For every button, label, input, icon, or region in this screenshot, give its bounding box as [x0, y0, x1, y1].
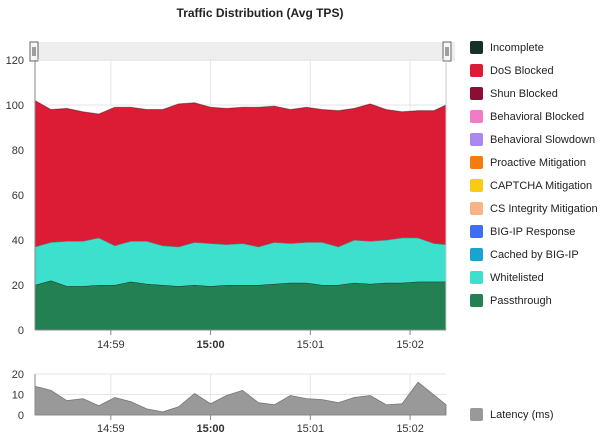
legend-label-passthrough: Passthrough [490, 294, 552, 307]
legend-swatch-dos-blocked [470, 64, 483, 77]
latency-x-tick-label: 15:02 [396, 423, 424, 435]
legend-item-shun-blocked[interactable]: Shun Blocked [470, 82, 598, 105]
latency-axes: 0 10 20 14:59 15:00 15:01 15:02 [12, 369, 446, 435]
range-navigator[interactable] [30, 42, 455, 61]
latency-x-tick-label: 15:00 [197, 423, 225, 435]
area-series-dos-blocked [35, 100, 446, 247]
main-y-tick-label: 0 [18, 325, 24, 337]
legend-item-behavioral-blocked[interactable]: Behavioral Blocked [470, 105, 598, 128]
legend-label-cached-by-big-ip: Cached by BIG-IP [490, 248, 579, 261]
legend-item-proactive-mitigation[interactable]: Proactive Mitigation [470, 151, 598, 174]
legend-item-dos-blocked[interactable]: DoS Blocked [470, 59, 598, 82]
legend-swatch-big-ip-response [470, 225, 483, 238]
chart-title: Traffic Distribution (Avg TPS) [176, 6, 344, 20]
legend-label-behavioral-blocked: Behavioral Blocked [490, 110, 585, 123]
latency-x-tick-label: 15:01 [297, 423, 325, 435]
main-x-tick-label: 15:02 [396, 339, 424, 351]
legend-swatch-behavioral-slowdown [470, 133, 483, 146]
legend-item-latency[interactable]: Latency (ms) [470, 403, 554, 426]
legend-label-captcha-mitigation: CAPTCHA Mitigation [490, 179, 593, 192]
latency-y-tick-label: 0 [18, 410, 24, 422]
legend-swatch-latency [470, 408, 483, 421]
main-y-tick-label: 100 [6, 100, 24, 112]
latency-y-tick-label: 10 [12, 390, 24, 402]
legend-label-shun-blocked: Shun Blocked [490, 87, 558, 100]
legend-swatch-whitelisted [470, 271, 483, 284]
main-y-tick-label: 80 [12, 145, 24, 157]
legend-swatch-proactive-mitigation [470, 156, 483, 169]
legend-label-big-ip-response: BIG-IP Response [490, 225, 576, 238]
main-axes: 0 20 40 60 80 100 120 14:59 15:00 15:01 15:02 [6, 55, 447, 351]
legend-item-incomplete[interactable]: Incomplete [470, 36, 598, 59]
legend-item-big-ip-response[interactable]: BIG-IP Response [470, 220, 598, 243]
area-series-passthrough [35, 280, 446, 330]
legend: Incomplete DoS Blocked Shun Blocked Behavio… [470, 36, 598, 312]
legend-item-behavioral-slowdown[interactable]: Behavioral Slowdown [470, 128, 598, 151]
area-series-latency-ms [34, 381, 447, 416]
latency-area-series [34, 381, 447, 416]
main-y-tick-label: 20 [12, 280, 24, 292]
legend-swatch-cs-integrity-mitigation [470, 202, 483, 215]
legend-label-whitelisted: Whitelisted [490, 271, 544, 284]
main-x-tick-label: 15:01 [297, 339, 325, 351]
latency-y-tick-label: 20 [12, 369, 24, 381]
area-series-whitelisted [35, 237, 446, 287]
legend-label-dos-blocked: DoS Blocked [490, 64, 554, 77]
range-handle-left[interactable] [29, 41, 39, 62]
legend-item-whitelisted[interactable]: Whitelisted [470, 266, 598, 289]
legend-label-proactive-mitigation: Proactive Mitigation [490, 156, 586, 169]
legend-swatch-cached-by-big-ip [470, 248, 483, 261]
main-y-tick-label: 60 [12, 190, 24, 202]
range-handle-right[interactable] [442, 41, 452, 62]
legend-label-cs-integrity-mitigation: CS Integrity Mitigation [490, 202, 598, 215]
legend-swatch-incomplete [470, 41, 483, 54]
main-area-series [34, 100, 447, 330]
latency-x-tick-label: 14:59 [97, 423, 125, 435]
legend-item-passthrough[interactable]: Passthrough [470, 289, 598, 312]
main-y-tick-label: 40 [12, 235, 24, 247]
legend-label-behavioral-slowdown: Behavioral Slowdown [490, 133, 596, 146]
legend-swatch-captcha-mitigation [470, 179, 483, 192]
legend-item-cached-by-big-ip[interactable]: Cached by BIG-IP [470, 243, 598, 266]
legend-label-incomplete: Incomplete [490, 41, 544, 54]
legend-item-captcha-mitigation[interactable]: CAPTCHA Mitigation [470, 174, 598, 197]
main-y-tick-label: 120 [6, 55, 24, 67]
legend-label-latency: Latency (ms) [490, 408, 554, 421]
legend-swatch-passthrough [470, 294, 483, 307]
legend-item-cs-integrity-mitigation[interactable]: CS Integrity Mitigation [470, 197, 598, 220]
legend-swatch-shun-blocked [470, 87, 483, 100]
legend-swatch-behavioral-blocked [470, 110, 483, 123]
main-x-tick-label: 15:00 [197, 339, 225, 351]
main-x-tick-label: 14:59 [97, 339, 125, 351]
series-line-dos-blocked [34, 100, 447, 115]
